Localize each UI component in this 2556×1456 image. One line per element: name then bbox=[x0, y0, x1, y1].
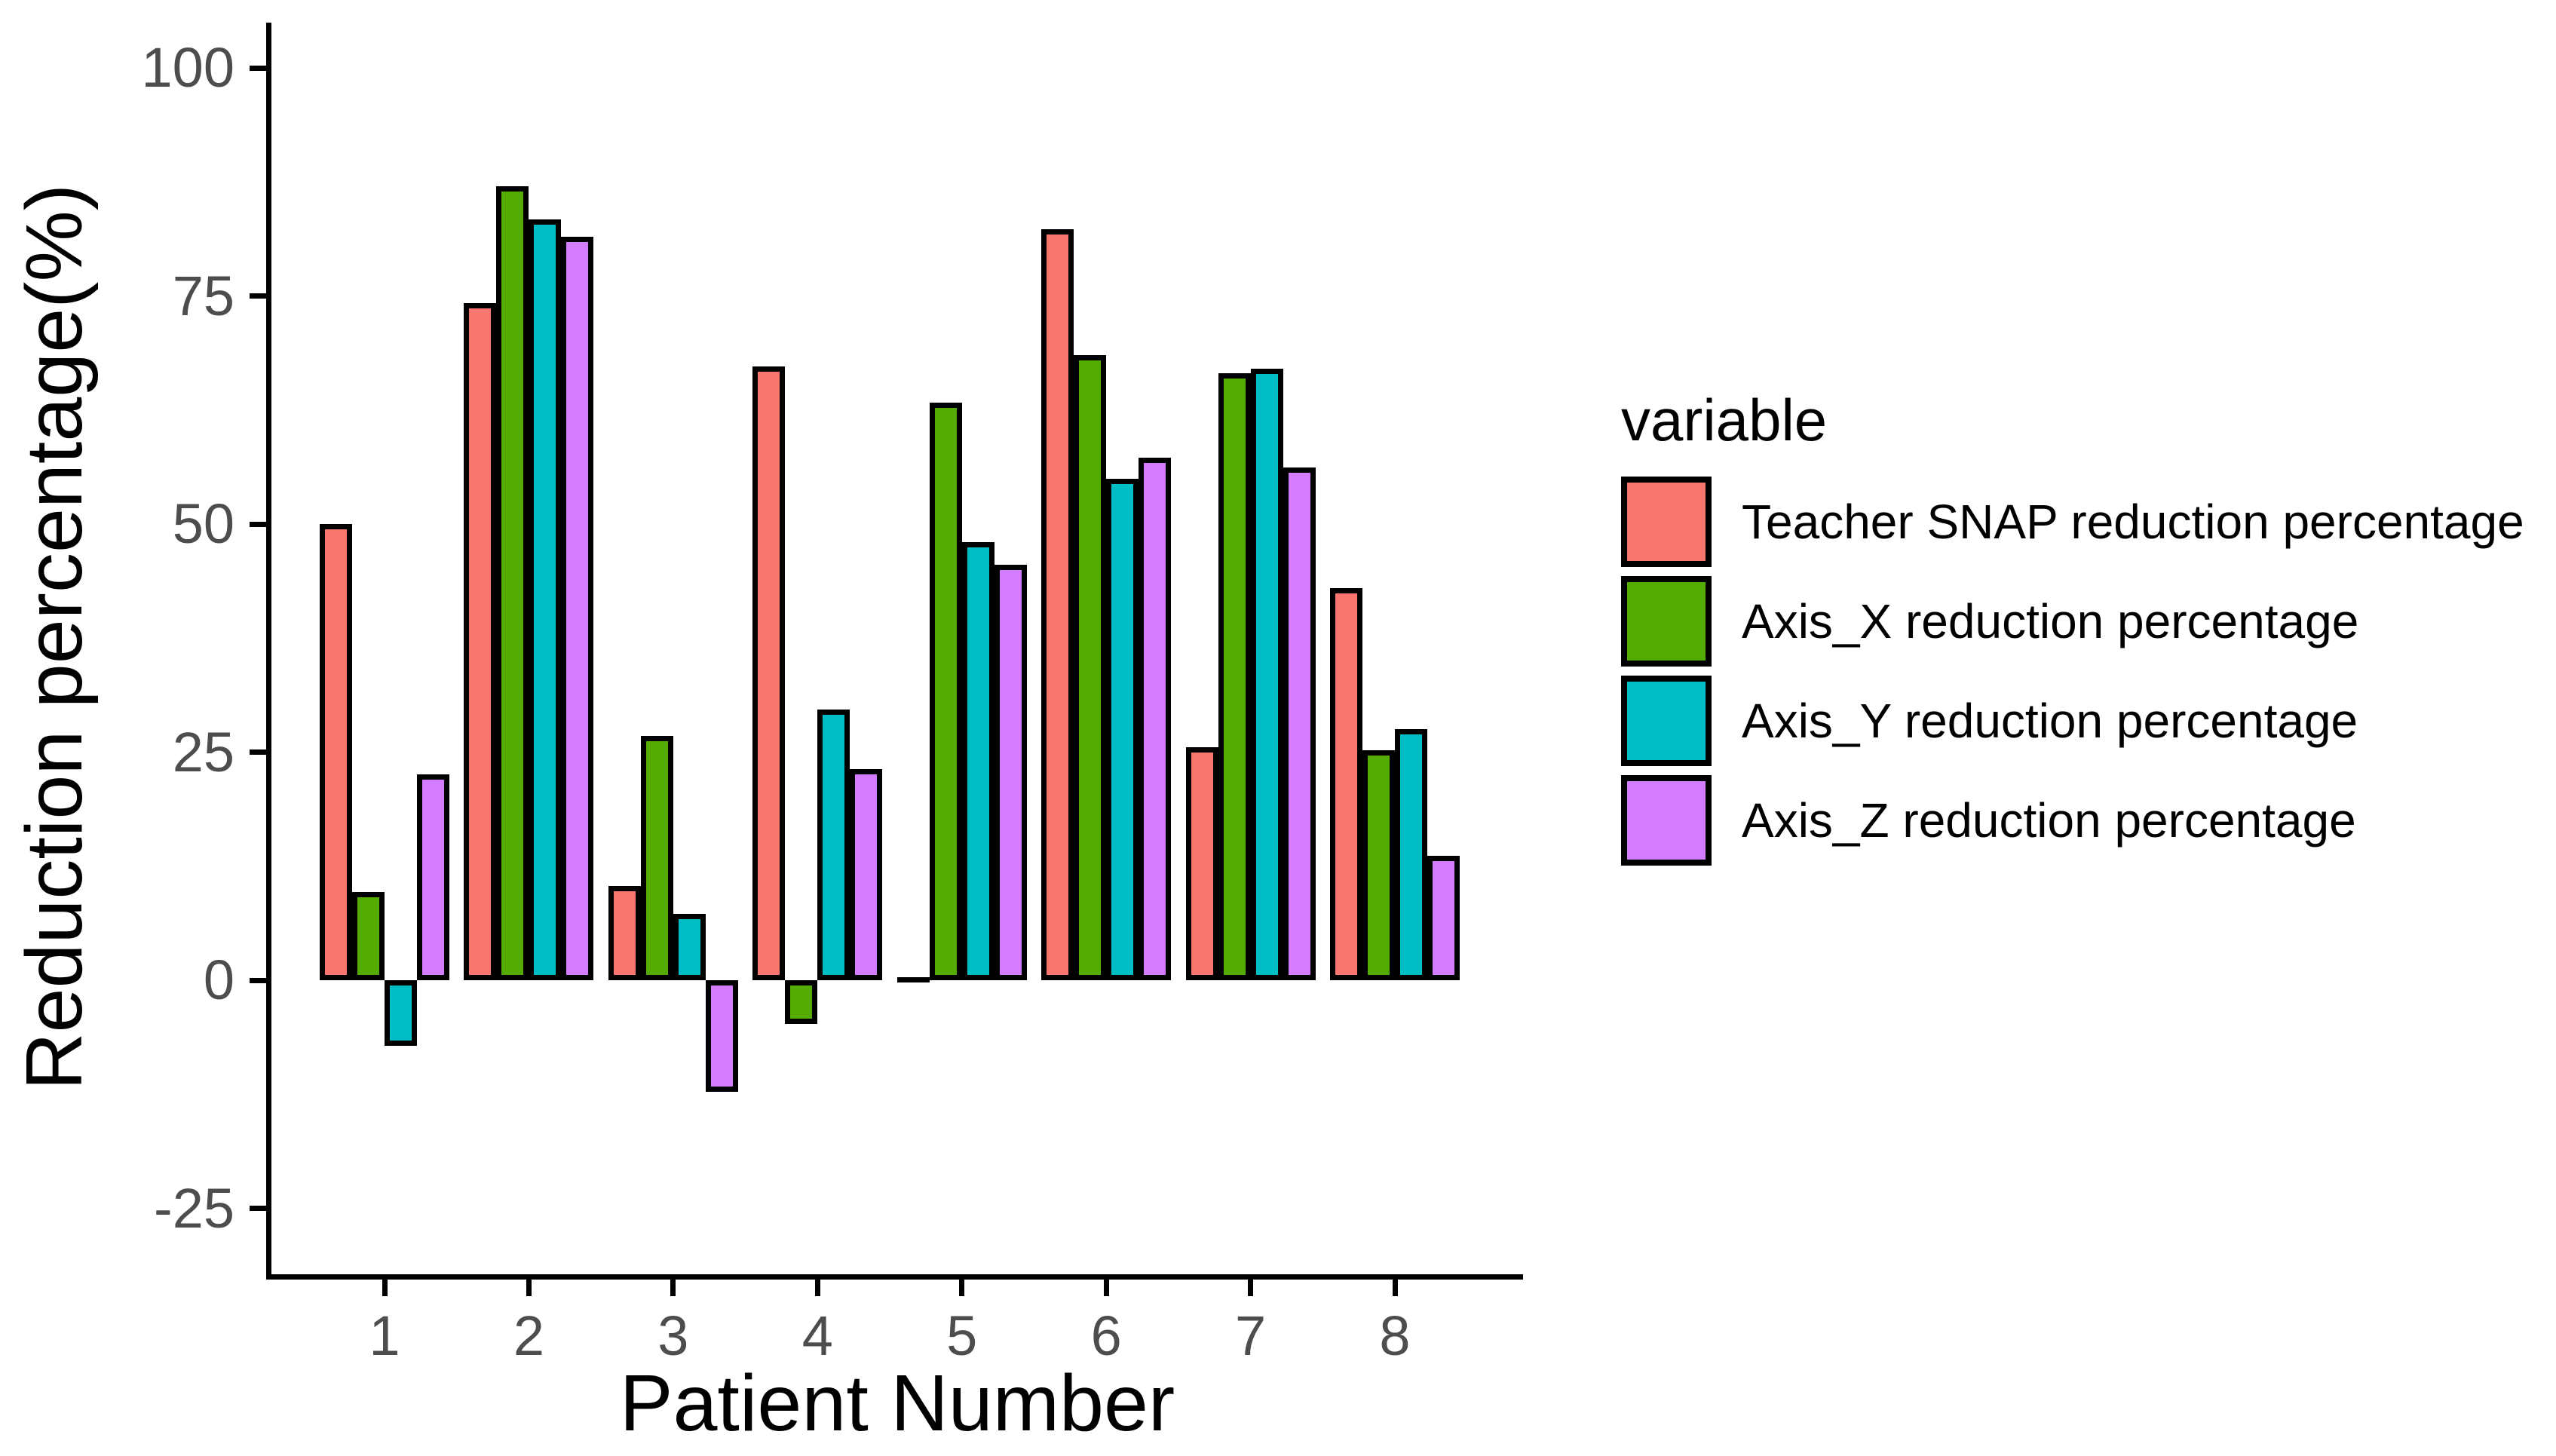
bar-patient7-series2 bbox=[1218, 373, 1251, 980]
y-tick-mark bbox=[250, 65, 266, 71]
y-tick-label: 100 bbox=[141, 36, 234, 99]
x-tick-mark bbox=[1392, 1280, 1398, 1296]
bar-patient3-series2 bbox=[640, 735, 673, 980]
x-axis-title: Patient Number bbox=[619, 1359, 1175, 1448]
legend-title: variable bbox=[1621, 387, 1828, 453]
legend-entry-3: Axis_Y reduction percentage bbox=[1621, 676, 2524, 766]
bar-patient5-series2 bbox=[929, 403, 962, 980]
y-axis-line bbox=[266, 23, 271, 1280]
bar-patient3-series4 bbox=[705, 980, 738, 1092]
legend-entry-1: Teacher SNAP reduction percentage bbox=[1621, 477, 2524, 567]
bar-patient4-series4 bbox=[850, 769, 883, 980]
bar-patient4-series2 bbox=[785, 980, 818, 1025]
bar-patient4-series1 bbox=[752, 366, 786, 980]
bar-patient3-series1 bbox=[608, 886, 641, 980]
bar-patient3-series3 bbox=[673, 913, 706, 980]
bar-patient7-series3 bbox=[1250, 369, 1283, 980]
bar-patient1-series2 bbox=[352, 891, 385, 980]
y-tick-mark bbox=[250, 521, 266, 527]
legend-rows: Teacher SNAP reduction percentage Axis_X … bbox=[1621, 477, 2524, 866]
y-tick-label: 25 bbox=[172, 720, 234, 783]
legend-color-swatch bbox=[1621, 576, 1712, 667]
x-tick-mark bbox=[814, 1280, 820, 1296]
bar-patient1-series1 bbox=[320, 524, 352, 980]
y-tick-mark bbox=[250, 749, 266, 755]
legend-color-swatch bbox=[1621, 676, 1712, 766]
x-tick-mark bbox=[670, 1280, 676, 1296]
legend-entry-label: Axis_X reduction percentage bbox=[1742, 594, 2359, 648]
y-axis-title: Reduction percentage(%) bbox=[10, 183, 99, 1091]
bar-patient8-series2 bbox=[1362, 750, 1395, 980]
legend-entry-label: Axis_Z reduction percentage bbox=[1742, 793, 2356, 848]
y-tick-label: 75 bbox=[172, 264, 234, 327]
bar-patient4-series3 bbox=[817, 709, 850, 980]
y-tick-mark bbox=[250, 1206, 266, 1211]
bar-patient5-series3 bbox=[961, 542, 995, 980]
bar-patient8-series4 bbox=[1427, 856, 1460, 980]
x-tick-mark bbox=[959, 1280, 965, 1296]
bar-patient6-series4 bbox=[1139, 457, 1172, 980]
bar-patient7-series4 bbox=[1283, 467, 1316, 980]
x-axis-line bbox=[266, 1274, 1523, 1280]
bar-patient1-series3 bbox=[385, 980, 417, 1047]
y-tick-label: -25 bbox=[154, 1176, 234, 1240]
legend-entry-label: Teacher SNAP reduction percentage bbox=[1742, 495, 2524, 549]
x-tick-label: 1 bbox=[369, 1304, 400, 1367]
bar-patient8-series1 bbox=[1330, 587, 1362, 980]
legend-color-swatch bbox=[1621, 775, 1712, 866]
bar-patient2-series4 bbox=[561, 236, 594, 980]
legend: variable Teacher SNAP reduction percenta… bbox=[1621, 391, 2524, 875]
x-tick-label: 4 bbox=[801, 1304, 833, 1367]
legend-entry-2: Axis_X reduction percentage bbox=[1621, 576, 2524, 667]
x-tick-mark bbox=[526, 1280, 532, 1296]
x-tick-label: 3 bbox=[657, 1304, 689, 1367]
bar-patient1-series4 bbox=[417, 774, 449, 980]
bar-patient6-series3 bbox=[1106, 478, 1139, 980]
bar-patient5-series1-zero bbox=[896, 977, 930, 982]
legend-color-swatch bbox=[1621, 477, 1712, 567]
bar-patient6-series2 bbox=[1074, 355, 1107, 980]
bar-patient6-series1 bbox=[1041, 229, 1074, 980]
bar-patient2-series3 bbox=[529, 219, 562, 980]
x-tick-mark bbox=[1103, 1280, 1109, 1296]
x-tick-label: 5 bbox=[946, 1304, 978, 1367]
bar-patient2-series2 bbox=[496, 186, 529, 980]
bar-patient7-series1 bbox=[1185, 747, 1218, 980]
y-tick-mark bbox=[250, 293, 266, 299]
x-tick-label: 2 bbox=[513, 1304, 544, 1367]
legend-entry-label: Axis_Y reduction percentage bbox=[1742, 694, 2358, 748]
x-tick-label: 6 bbox=[1090, 1304, 1122, 1367]
y-tick-label: 0 bbox=[203, 949, 234, 1011]
legend-entry-4: Axis_Z reduction percentage bbox=[1621, 775, 2524, 866]
y-tick-mark bbox=[250, 977, 266, 983]
x-tick-mark bbox=[1248, 1280, 1254, 1296]
bar-patient8-series3 bbox=[1395, 729, 1427, 980]
bar-patient2-series1 bbox=[464, 303, 497, 980]
bar-patient5-series4 bbox=[994, 565, 1027, 980]
x-tick-label: 7 bbox=[1235, 1304, 1267, 1367]
x-tick-label: 8 bbox=[1379, 1304, 1411, 1367]
y-tick-label: 50 bbox=[172, 492, 234, 555]
x-tick-mark bbox=[382, 1280, 388, 1296]
